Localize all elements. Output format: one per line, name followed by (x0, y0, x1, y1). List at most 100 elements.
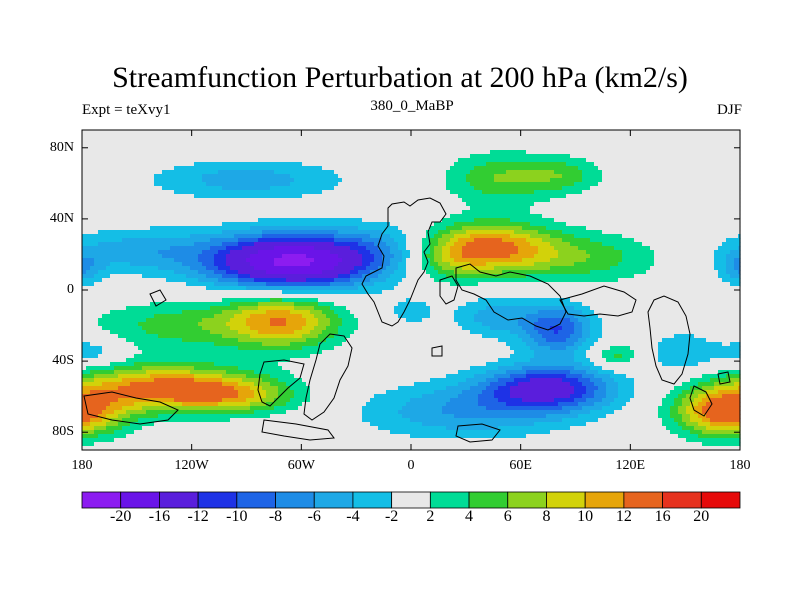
field-cell (566, 238, 571, 243)
field-cell (222, 194, 227, 199)
field-cell (146, 206, 151, 211)
field-cell (698, 138, 703, 143)
field-cell (634, 238, 639, 243)
field-cell (514, 238, 519, 243)
field-cell (398, 202, 403, 207)
field-cell (230, 138, 235, 143)
field-cell (98, 150, 103, 155)
field-cell (350, 182, 355, 187)
field-cell (166, 166, 171, 171)
field-cell (250, 210, 255, 215)
field-cell (238, 170, 243, 175)
field-cell (670, 166, 675, 171)
field-cell (458, 238, 463, 243)
field-cell (726, 194, 731, 199)
field-cell (562, 222, 567, 227)
field-cell (126, 242, 131, 247)
field-cell (358, 182, 363, 187)
field-cell (270, 230, 275, 235)
field-cell (538, 130, 543, 135)
field-cell (574, 206, 579, 211)
field-cell (234, 146, 239, 151)
field-cell (650, 238, 655, 243)
field-cell (334, 178, 339, 183)
field-cell (406, 210, 411, 215)
field-cell (274, 230, 279, 235)
field-cell (254, 150, 259, 155)
field-cell (662, 154, 667, 159)
field-cell (634, 138, 639, 143)
field-cell (682, 230, 687, 235)
field-cell (698, 166, 703, 171)
field-cell (550, 206, 555, 211)
field-cell (202, 150, 207, 155)
field-cell (130, 178, 135, 183)
field-cell (662, 206, 667, 211)
field-cell (246, 142, 251, 147)
field-cell (226, 130, 231, 135)
field-cell (382, 194, 387, 199)
field-cell (570, 134, 575, 139)
field-cell (174, 198, 179, 203)
field-cell (326, 138, 331, 143)
field-cell (294, 174, 299, 179)
field-cell (110, 130, 115, 135)
field-cell (378, 178, 383, 183)
field-cell (334, 198, 339, 203)
field-cell (302, 234, 307, 239)
field-cell (406, 218, 411, 223)
field-cell (674, 146, 679, 151)
field-cell (106, 234, 111, 239)
field-cell (638, 158, 643, 163)
field-cell (182, 162, 187, 167)
field-cell (506, 146, 511, 151)
field-cell (714, 158, 719, 163)
field-cell (702, 198, 707, 203)
field-cell (210, 234, 215, 239)
field-cell (430, 214, 435, 219)
field-cell (410, 174, 415, 179)
field-cell (414, 154, 419, 159)
field-cell (554, 174, 559, 179)
field-cell (226, 210, 231, 215)
field-cell (650, 174, 655, 179)
field-cell (442, 194, 447, 199)
field-cell (618, 214, 623, 219)
field-cell (302, 210, 307, 215)
field-cell (378, 246, 383, 251)
field-cell (150, 238, 155, 243)
field-cell (94, 174, 99, 179)
field-cell (222, 246, 227, 251)
field-cell (662, 182, 667, 187)
field-cell (274, 202, 279, 207)
field-cell (294, 158, 299, 163)
field-cell (526, 174, 531, 179)
field-cell (714, 198, 719, 203)
field-cell (214, 190, 219, 195)
field-cell (326, 150, 331, 155)
field-cell (526, 194, 531, 199)
field-cell (422, 162, 427, 167)
field-cell (606, 218, 611, 223)
field-cell (462, 186, 467, 191)
field-cell (126, 198, 131, 203)
field-cell (334, 194, 339, 199)
field-cell (598, 202, 603, 207)
field-cell (402, 170, 407, 175)
field-cell (570, 226, 575, 231)
field-cell (278, 206, 283, 211)
field-cell (574, 230, 579, 235)
field-cell (498, 210, 503, 215)
field-cell (430, 182, 435, 187)
field-cell (454, 134, 459, 139)
field-cell (710, 134, 715, 139)
field-cell (630, 242, 635, 247)
field-cell (410, 186, 415, 191)
field-cell (482, 170, 487, 175)
field-cell (598, 198, 603, 203)
field-cell (142, 194, 147, 199)
field-cell (538, 230, 543, 235)
field-cell (574, 130, 579, 135)
field-cell (614, 238, 619, 243)
field-cell (722, 150, 727, 155)
